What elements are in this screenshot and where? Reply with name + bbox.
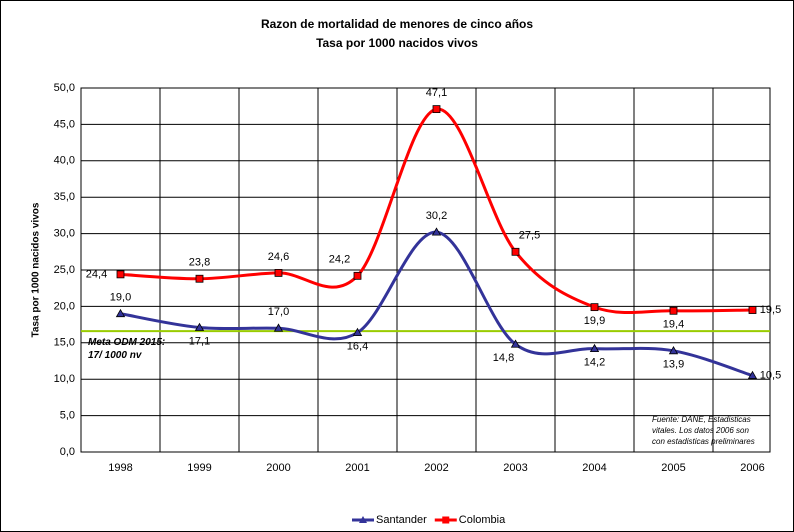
chart-title: Razon de mortalidad de menores de cinco … [261, 17, 533, 31]
marker [590, 303, 599, 312]
y-tick-label: 35,0 [54, 191, 75, 203]
data-label: 24,2 [329, 254, 350, 266]
y-tick-label: 15,0 [54, 337, 75, 349]
y-tick-label: 20,0 [54, 300, 75, 312]
data-label: 19,4 [663, 319, 684, 331]
chart-subtitle: Tasa por 1000 nacidos vivos [316, 36, 478, 50]
data-label: 24,6 [268, 251, 289, 263]
data-label: 17,0 [268, 306, 289, 318]
data-label: 30,2 [426, 210, 447, 222]
data-label: 17,1 [189, 335, 210, 347]
y-tick-label: 30,0 [54, 228, 75, 240]
x-tick-label: 1998 [108, 462, 132, 474]
x-tick-label: 1999 [187, 462, 211, 474]
x-tick-label: 2003 [503, 462, 527, 474]
marker [353, 271, 362, 280]
marker [432, 105, 441, 114]
legend-label: Santander [376, 514, 427, 526]
data-label: 14,8 [493, 352, 514, 364]
marker [510, 339, 521, 348]
data-label: 19,0 [110, 292, 131, 304]
x-tick-label: 2000 [266, 462, 290, 474]
marker [116, 270, 125, 279]
marker [431, 227, 442, 236]
source-note: Fuente: DANE, Estadisticas [652, 415, 751, 424]
source-note: con estadisticas preliminares [652, 437, 755, 446]
x-tick-label: 2004 [582, 462, 606, 474]
source-note: vitales. Los datos 2006 son [652, 426, 750, 435]
legend-label: Colombia [459, 514, 506, 526]
data-label: 27,5 [519, 230, 540, 242]
marker [669, 306, 678, 315]
marker [273, 323, 284, 332]
legend-marker [442, 516, 450, 524]
data-label: 19,5 [760, 304, 781, 316]
marker [589, 343, 600, 353]
data-label: 16,4 [347, 341, 368, 353]
marker [195, 274, 204, 283]
y-tick-label: 25,0 [54, 264, 75, 276]
y-tick-label: 5,0 [60, 410, 75, 422]
y-tick-label: 50,0 [54, 82, 75, 94]
data-label: 47,1 [426, 87, 447, 99]
y-axis-label: Tasa por 1000 nacidos vivos [31, 202, 42, 337]
reference-label: Meta ODM 2015: [88, 337, 165, 348]
data-label: 19,9 [584, 315, 605, 327]
x-tick-label: 2002 [424, 462, 448, 474]
y-tick-label: 40,0 [54, 155, 75, 167]
data-label: 23,8 [189, 257, 210, 269]
x-tick-label: 2001 [345, 462, 369, 474]
y-tick-label: 10,0 [54, 373, 75, 385]
data-label: 10,5 [760, 369, 781, 381]
y-tick-label: 45,0 [54, 118, 75, 130]
marker [668, 346, 679, 355]
data-label: 14,2 [584, 357, 605, 369]
x-tick-label: 2005 [661, 462, 685, 474]
data-label: 13,9 [663, 359, 684, 371]
legend-marker [359, 516, 367, 523]
marker [274, 269, 283, 277]
marker [194, 322, 205, 331]
marker [747, 370, 758, 379]
marker [115, 308, 126, 318]
y-tick-label: 0,0 [60, 446, 75, 458]
marker [511, 247, 520, 256]
reference-label: 17/ 1000 nv [88, 350, 143, 361]
data-label: 24,4 [86, 268, 107, 280]
marker [748, 306, 757, 314]
marker [352, 327, 363, 337]
x-tick-label: 2006 [740, 462, 764, 474]
